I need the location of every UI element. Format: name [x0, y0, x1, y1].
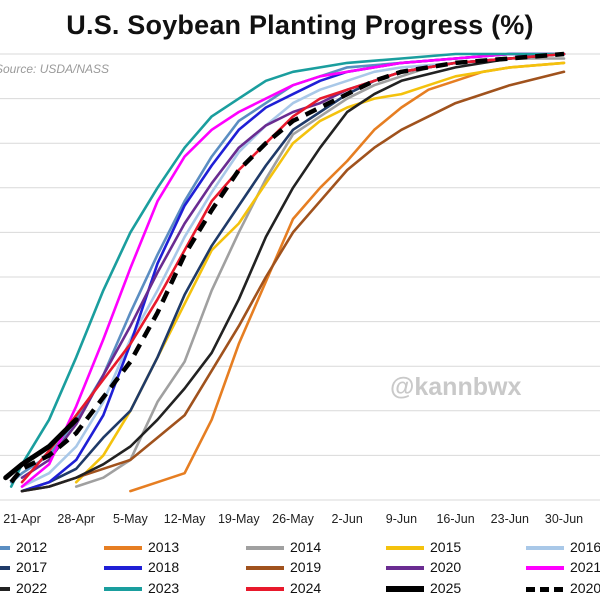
series-line-2016 [20, 52, 566, 488]
x-axis: 21-Apr 28-Apr 5-May 12-May 19-May 26-May 2-Jun… [3, 512, 583, 526]
legend-label: 2019 [290, 559, 322, 575]
legend-swatch [386, 586, 424, 592]
legend-label: 2025 [430, 580, 462, 596]
legend-swatch [386, 546, 424, 550]
legend-label: 2018 [148, 559, 180, 575]
series-line-2023 [9, 52, 566, 488]
x-tick-label: 9-Jun [386, 512, 417, 526]
legend-swatch [0, 566, 10, 570]
x-tick-label: 21-Apr [3, 512, 41, 526]
legend-swatch [104, 587, 142, 591]
legend-swatch [0, 587, 10, 591]
series-line-2013 [129, 61, 566, 493]
legend-swatch [526, 587, 564, 592]
series-lines [3, 51, 566, 493]
legend-label: 2021 [570, 559, 600, 575]
series-line-2024 [20, 52, 566, 484]
legend-swatch [0, 546, 10, 550]
legend-label: 2013 [148, 539, 180, 555]
legend: 2012 2013 2014 2015 2016 2017 2018 2019 2020 2021… [0, 538, 600, 600]
x-tick-label: 12-May [164, 512, 206, 526]
legend-label: 2020 [570, 580, 600, 596]
series-line-2025 [3, 417, 79, 481]
legend-swatch [246, 546, 284, 550]
x-tick-label: 5-May [113, 512, 148, 526]
legend-swatch [246, 587, 284, 591]
legend-label: 2015 [430, 539, 462, 555]
x-tick-label: 26-May [272, 512, 314, 526]
legend-swatch [104, 546, 142, 550]
chart-title: U.S. Soybean Planting Progress (%) [66, 10, 534, 40]
legend-label: 2023 [148, 580, 180, 596]
legend-swatch [386, 566, 424, 570]
series-line-2021 [20, 52, 566, 488]
gridlines [0, 53, 600, 501]
watermark: @kannbwx [390, 373, 522, 401]
chart-plot: 21-Apr 28-Apr 5-May 12-May 19-May 26-May 2-Jun… [0, 51, 600, 526]
legend-label: 2017 [16, 559, 48, 575]
source-note: Source: USDA/NASS [0, 62, 110, 76]
legend-swatch [526, 566, 564, 570]
x-tick-label: 30-Jun [545, 512, 583, 526]
series-line-2022 [20, 52, 566, 493]
series-line-2020-dashed [9, 51, 565, 484]
x-tick-label: 23-Jun [491, 512, 529, 526]
legend-label: 2014 [290, 539, 322, 555]
legend-label: 2020 [430, 559, 462, 575]
x-tick-label: 28-Apr [57, 512, 95, 526]
x-tick-label: 19-May [218, 512, 260, 526]
legend-swatch [104, 566, 142, 570]
legend-label: 2012 [16, 539, 48, 555]
legend-label: 2024 [290, 580, 322, 596]
x-tick-label: 2-Jun [332, 512, 363, 526]
legend-swatch [526, 546, 564, 550]
legend-swatch [246, 566, 284, 570]
series-line-2019 [20, 70, 566, 493]
legend-label: 2016 [570, 539, 600, 555]
x-tick-label: 16-Jun [436, 512, 474, 526]
legend-label: 2022 [16, 580, 48, 596]
